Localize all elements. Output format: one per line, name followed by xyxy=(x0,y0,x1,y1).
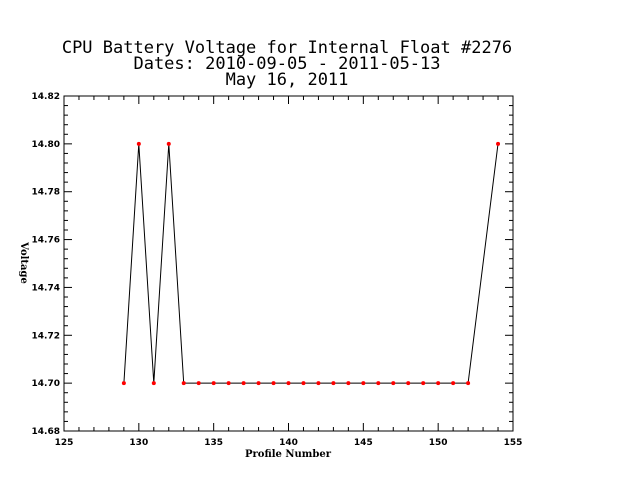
y-tick-label: 14.76 xyxy=(32,236,60,246)
data-point-marker xyxy=(331,381,336,386)
data-point-marker xyxy=(196,381,201,386)
y-axis-tick-labels: 14.68 14.70 14.72 14.74 14.76 14.78 14.80 14.82 xyxy=(32,92,60,437)
x-tick-label: 135 xyxy=(204,438,223,448)
data-point-marker xyxy=(226,381,231,386)
title-line-1: CPU Battery Voltage for Internal Float #… xyxy=(62,38,512,58)
y-tick-label: 14.68 xyxy=(32,427,60,437)
x-tick-label: 145 xyxy=(354,438,373,448)
data-point-marker xyxy=(301,381,306,386)
title-line-3: May 16, 2011 xyxy=(226,70,349,90)
y-tick-label: 14.72 xyxy=(32,331,60,341)
y-tick-label: 14.82 xyxy=(32,92,60,102)
data-point-marker xyxy=(271,381,276,386)
data-point-marker xyxy=(241,381,246,386)
data-point-marker xyxy=(181,381,186,386)
data-point-marker xyxy=(316,381,321,386)
voltage-series-markers xyxy=(121,141,501,386)
voltage-series-line xyxy=(123,143,499,384)
data-point-marker xyxy=(406,381,411,386)
x-tick-label: 150 xyxy=(429,438,448,448)
data-point-marker xyxy=(346,381,351,386)
data-point-marker xyxy=(121,381,126,386)
y-tick-label: 14.74 xyxy=(32,283,60,293)
data-point-marker xyxy=(361,381,366,386)
chart-title: CPU Battery Voltage for Internal Float #… xyxy=(62,38,512,90)
data-point-marker xyxy=(256,381,261,386)
y-axis-ticks xyxy=(64,95,513,432)
title-line-2: Dates: 2010-09-05 - 2011-05-13 xyxy=(133,54,440,74)
x-tick-label: 140 xyxy=(279,438,298,448)
x-axis-ticks xyxy=(63,96,514,431)
y-tick-label: 14.78 xyxy=(32,188,60,198)
x-axis-label: Profile Number xyxy=(245,449,332,460)
data-point-marker xyxy=(151,381,156,386)
y-axis-label: Voltage xyxy=(18,241,29,284)
data-point-marker xyxy=(496,141,501,146)
data-point-marker xyxy=(451,381,456,386)
data-point-marker xyxy=(166,141,171,146)
data-point-marker xyxy=(211,381,216,386)
data-point-marker xyxy=(286,381,291,386)
data-point-marker xyxy=(391,381,396,386)
data-point-marker xyxy=(421,381,426,386)
x-tick-label: 155 xyxy=(504,438,523,448)
y-tick-label: 14.80 xyxy=(32,140,60,150)
data-point-marker xyxy=(466,381,471,386)
x-tick-label: 125 xyxy=(55,438,74,448)
data-point-marker xyxy=(376,381,381,386)
x-tick-label: 130 xyxy=(129,438,148,448)
x-axis-tick-labels: 125 130 135 140 145 150 155 xyxy=(55,438,523,448)
y-tick-label: 14.70 xyxy=(32,379,60,389)
data-point-marker xyxy=(436,381,441,386)
data-point-marker xyxy=(136,141,141,146)
